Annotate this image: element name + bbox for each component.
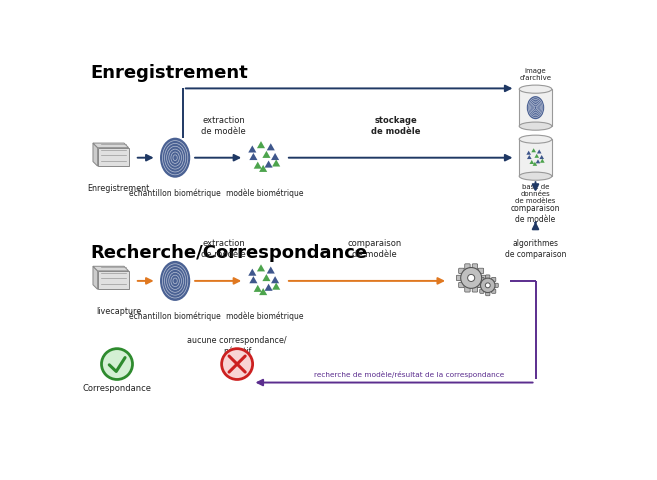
Polygon shape — [259, 165, 267, 172]
Ellipse shape — [160, 261, 191, 301]
FancyBboxPatch shape — [486, 275, 490, 279]
Circle shape — [221, 348, 253, 380]
Circle shape — [468, 275, 475, 281]
Polygon shape — [267, 143, 275, 150]
Polygon shape — [262, 274, 271, 281]
Text: échantillon biométrique: échantillon biométrique — [129, 189, 221, 198]
Circle shape — [486, 283, 490, 288]
FancyBboxPatch shape — [478, 268, 484, 274]
Polygon shape — [259, 288, 267, 295]
Ellipse shape — [519, 172, 552, 180]
Text: modèle biométrique: modèle biométrique — [225, 312, 303, 321]
FancyBboxPatch shape — [464, 264, 470, 269]
Ellipse shape — [527, 96, 544, 119]
Text: échantillon biométrique: échantillon biométrique — [129, 312, 221, 321]
Polygon shape — [532, 148, 536, 152]
Polygon shape — [250, 153, 258, 160]
Text: extraction
de modèle: extraction de modèle — [201, 116, 246, 136]
FancyBboxPatch shape — [464, 287, 470, 292]
Polygon shape — [93, 266, 98, 289]
Polygon shape — [250, 276, 258, 283]
Polygon shape — [257, 264, 265, 271]
Ellipse shape — [519, 122, 552, 130]
Polygon shape — [534, 154, 539, 158]
Ellipse shape — [160, 138, 191, 178]
Text: livecapture: livecapture — [96, 307, 141, 316]
FancyBboxPatch shape — [459, 268, 464, 274]
Polygon shape — [271, 153, 279, 160]
Text: modèle biométrique: modèle biométrique — [225, 189, 303, 198]
FancyBboxPatch shape — [491, 277, 496, 282]
Text: Enregistrement: Enregistrement — [90, 64, 248, 82]
Ellipse shape — [519, 85, 552, 93]
Ellipse shape — [519, 135, 552, 144]
Text: Enregistrement: Enregistrement — [87, 184, 150, 193]
FancyBboxPatch shape — [519, 89, 552, 126]
FancyBboxPatch shape — [477, 283, 482, 288]
FancyBboxPatch shape — [472, 264, 478, 269]
Text: extraction
de modèle: extraction de modèle — [201, 239, 246, 259]
Polygon shape — [267, 266, 275, 274]
Text: Recherche/Correspondance: Recherche/Correspondance — [90, 244, 367, 262]
Polygon shape — [254, 285, 261, 292]
Polygon shape — [540, 159, 545, 163]
Polygon shape — [248, 145, 256, 153]
Polygon shape — [257, 141, 265, 148]
Polygon shape — [272, 159, 281, 167]
Polygon shape — [98, 148, 129, 166]
FancyBboxPatch shape — [457, 275, 462, 281]
FancyBboxPatch shape — [480, 277, 484, 282]
Text: Correspondance: Correspondance — [83, 384, 152, 393]
Circle shape — [101, 348, 133, 380]
Text: comparaison
de modèle: comparaison de modèle — [510, 204, 560, 224]
FancyBboxPatch shape — [480, 275, 486, 281]
Text: algorithmes
de comparaison: algorithmes de comparaison — [505, 239, 566, 259]
Polygon shape — [265, 284, 273, 291]
FancyBboxPatch shape — [480, 289, 484, 293]
Polygon shape — [533, 162, 537, 166]
Text: image
d'archive: image d'archive — [520, 68, 551, 81]
Text: comparaison
de modèle: comparaison de modèle — [348, 239, 402, 259]
Polygon shape — [254, 162, 261, 168]
Polygon shape — [539, 155, 544, 159]
Polygon shape — [93, 143, 98, 166]
Polygon shape — [272, 283, 281, 290]
Polygon shape — [265, 160, 273, 168]
Polygon shape — [248, 269, 256, 276]
Text: aucune correspondance/
négatif: aucune correspondance/ négatif — [187, 336, 287, 356]
Polygon shape — [93, 143, 129, 148]
Polygon shape — [98, 271, 129, 289]
Polygon shape — [526, 151, 531, 155]
Polygon shape — [527, 155, 532, 159]
Polygon shape — [262, 151, 271, 158]
Polygon shape — [535, 159, 540, 163]
Circle shape — [461, 267, 482, 288]
Polygon shape — [537, 149, 541, 154]
Polygon shape — [93, 266, 129, 271]
FancyBboxPatch shape — [486, 291, 490, 296]
Polygon shape — [271, 276, 279, 283]
Text: base de
données
de modèles: base de données de modèles — [515, 184, 556, 204]
FancyBboxPatch shape — [459, 282, 464, 288]
Text: recherche de modèle/résultat de la correspondance: recherche de modèle/résultat de la corre… — [315, 371, 505, 378]
Circle shape — [480, 278, 495, 292]
FancyBboxPatch shape — [494, 283, 498, 288]
FancyBboxPatch shape — [472, 287, 478, 292]
Polygon shape — [530, 160, 534, 164]
FancyBboxPatch shape — [478, 282, 484, 288]
FancyBboxPatch shape — [519, 139, 552, 176]
Text: stockage
de modèle: stockage de modèle — [371, 116, 420, 136]
FancyBboxPatch shape — [491, 289, 496, 293]
